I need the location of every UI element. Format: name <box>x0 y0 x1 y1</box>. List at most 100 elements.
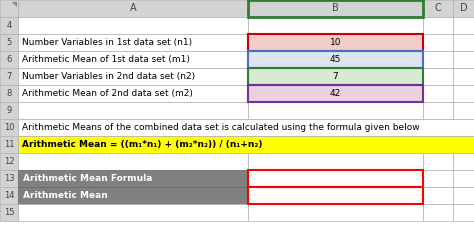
Text: 6: 6 <box>6 55 12 64</box>
Text: 5: 5 <box>6 38 12 47</box>
Text: ): ) <box>343 174 349 183</box>
Text: ): ) <box>386 174 392 183</box>
Bar <box>453 85 474 102</box>
Bar <box>18 187 248 204</box>
Bar <box>248 85 423 102</box>
Text: 10: 10 <box>4 123 14 132</box>
Bar <box>248 153 423 170</box>
Text: Number Variables in 2nd data set (n2): Number Variables in 2nd data set (n2) <box>22 72 195 81</box>
Bar <box>423 153 453 170</box>
Text: *: * <box>322 174 327 183</box>
Text: +: + <box>301 174 306 183</box>
Text: (: ( <box>354 174 359 183</box>
Bar <box>248 34 423 51</box>
Text: 45: 45 <box>330 55 341 64</box>
Text: B5: B5 <box>359 174 370 183</box>
Bar <box>18 119 474 136</box>
Text: 7: 7 <box>6 72 12 81</box>
Bar <box>453 68 474 85</box>
Bar <box>0 17 18 34</box>
Bar <box>248 170 423 187</box>
Bar <box>453 102 474 119</box>
Polygon shape <box>12 2 17 7</box>
Bar <box>453 0 474 17</box>
Text: ): ) <box>338 174 343 183</box>
Bar <box>0 170 18 187</box>
Bar <box>0 136 18 153</box>
Bar <box>248 34 423 51</box>
Bar <box>18 136 474 153</box>
Bar <box>453 51 474 68</box>
Bar <box>453 17 474 34</box>
Text: 11: 11 <box>4 140 14 149</box>
Bar <box>248 85 423 102</box>
Bar <box>423 187 453 204</box>
Text: B7: B7 <box>375 174 386 183</box>
Text: Arithmetic Mean = ((m₁*n₁) + (m₂*n₂)) / (n₁+n₂): Arithmetic Mean = ((m₁*n₁) + (m₂*n₂)) / … <box>22 140 263 149</box>
Bar <box>18 0 248 17</box>
Bar <box>248 102 423 119</box>
Text: /: / <box>349 174 354 183</box>
Bar <box>18 17 248 34</box>
Text: 9: 9 <box>6 106 12 115</box>
Bar <box>423 0 453 17</box>
Text: Arithmetic Mean of 2nd data set (m2): Arithmetic Mean of 2nd data set (m2) <box>22 89 193 98</box>
Text: 7: 7 <box>333 72 338 81</box>
Bar <box>453 34 474 51</box>
Bar <box>453 204 474 221</box>
Bar <box>248 0 423 17</box>
Bar <box>423 170 453 187</box>
Bar <box>248 204 423 221</box>
Bar <box>423 102 453 119</box>
Bar <box>18 68 248 85</box>
Text: 13: 13 <box>4 174 14 183</box>
Text: 8: 8 <box>6 89 12 98</box>
Text: B8: B8 <box>311 174 322 183</box>
Bar <box>0 187 18 204</box>
Text: Arithmetic Mean: Arithmetic Mean <box>23 191 108 200</box>
Bar <box>423 68 453 85</box>
Text: B: B <box>332 3 339 13</box>
Text: 10: 10 <box>330 38 341 47</box>
Text: Arithmetic Mean Formula: Arithmetic Mean Formula <box>23 174 152 183</box>
Text: =: = <box>252 174 257 183</box>
Text: 15: 15 <box>4 208 14 217</box>
Bar <box>453 170 474 187</box>
Text: 14: 14 <box>4 191 14 200</box>
Text: (: ( <box>263 174 268 183</box>
Text: A: A <box>130 3 137 13</box>
Bar <box>18 51 248 68</box>
Text: Arithmetic Mean of 1st data set (m1): Arithmetic Mean of 1st data set (m1) <box>22 55 190 64</box>
Bar <box>0 119 18 136</box>
Bar <box>18 85 248 102</box>
Bar <box>423 17 453 34</box>
Text: Number Variables in 1st data set (n1): Number Variables in 1st data set (n1) <box>22 38 192 47</box>
Bar <box>248 51 423 68</box>
Bar <box>453 187 474 204</box>
Bar <box>423 51 453 68</box>
Bar <box>423 34 453 51</box>
Text: B5: B5 <box>284 174 295 183</box>
Bar <box>18 204 248 221</box>
Bar <box>0 0 18 17</box>
Text: +: + <box>370 174 375 183</box>
Bar <box>0 51 18 68</box>
Bar <box>0 85 18 102</box>
Text: C: C <box>435 3 441 13</box>
Bar <box>423 204 453 221</box>
Bar <box>18 153 248 170</box>
Text: 42: 42 <box>330 89 341 98</box>
Bar <box>248 187 423 204</box>
Text: 12: 12 <box>4 157 14 166</box>
Bar <box>0 102 18 119</box>
Bar <box>423 85 453 102</box>
Bar <box>18 34 248 51</box>
Bar <box>18 170 248 187</box>
Text: B6: B6 <box>268 174 279 183</box>
Text: 4: 4 <box>6 21 12 30</box>
Text: ): ) <box>295 174 301 183</box>
Bar <box>248 0 423 17</box>
Text: (: ( <box>257 174 263 183</box>
Bar <box>453 153 474 170</box>
Bar <box>248 68 423 85</box>
